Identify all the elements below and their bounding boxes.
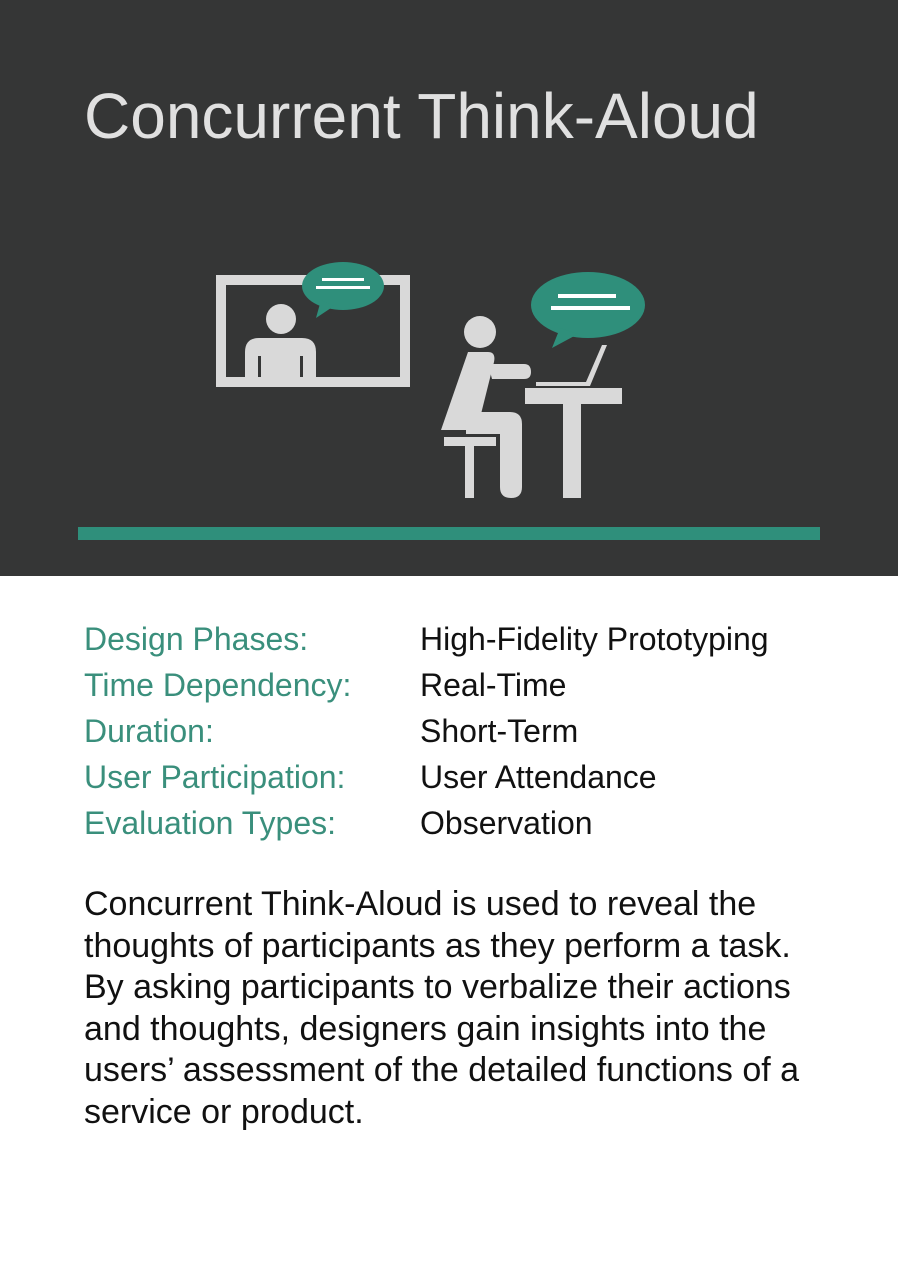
speech-bubble-icon [302,262,384,318]
attribute-label: Time Dependency: [84,667,352,703]
attribute-row-duration: Duration: Short-Term [84,708,844,754]
attribute-value: Real-Time [420,667,567,703]
attribute-value: Short-Term [420,713,579,749]
speech-bubble-icon [531,272,645,348]
attribute-label: User Participation: [84,759,346,795]
attribute-value: High-Fidelity Prototyping [420,621,769,657]
attribute-value: Observation [420,805,593,841]
attribute-row-time-dependency: Time Dependency: Real-Time [84,662,844,708]
attribute-label: Design Phases: [84,621,309,657]
attribute-row-user-participation: User Participation: User Attendance [84,754,844,800]
attribute-row-evaluation-types: Evaluation Types: Observation [84,800,844,846]
seated-user-at-laptop-icon [441,316,622,498]
method-description: Concurrent Think-Aloud is used to reveal… [84,885,800,1131]
attribute-label: Evaluation Types: [84,805,337,841]
attribute-list: Design Phases: High-Fidelity Prototyping… [84,616,844,846]
think-aloud-illustration [216,262,645,498]
attribute-label: Duration: [84,713,214,749]
card-title: Concurrent Think-Aloud [84,80,759,152]
accent-divider [78,527,820,540]
card-header: Concurrent Think-Aloud [0,0,898,576]
attribute-row-design-phases: Design Phases: High-Fidelity Prototyping [84,616,844,662]
attribute-value: User Attendance [420,759,657,795]
